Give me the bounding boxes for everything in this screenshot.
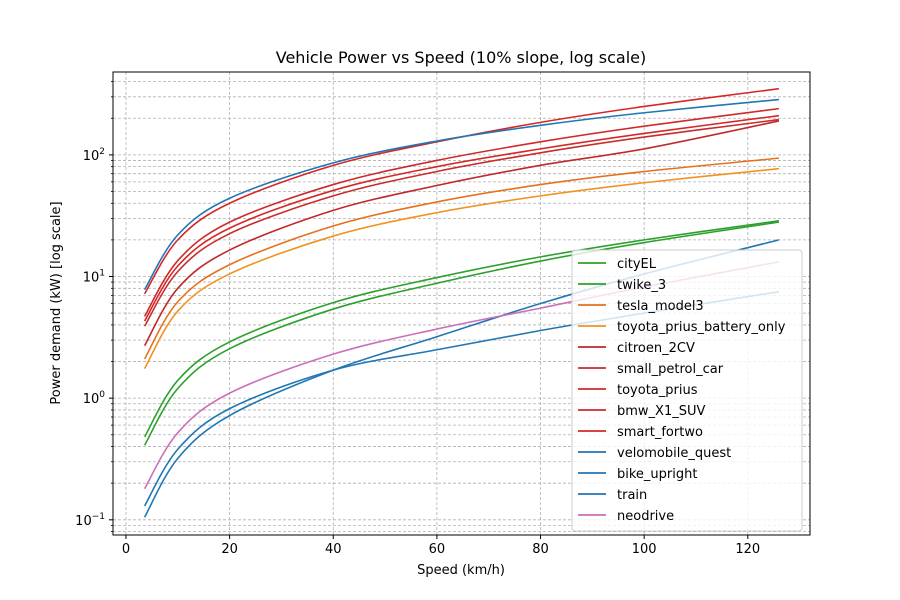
x-tick-label: 40 <box>325 542 342 557</box>
series-line-train <box>143 98 779 291</box>
x-tick-label: 100 <box>632 542 657 557</box>
x-axis-label: Speed (km/h) <box>417 563 505 578</box>
legend-label: neodrive <box>617 509 674 524</box>
legend-label: citroen_2CV <box>617 341 695 356</box>
legend-label: small_petrol_car <box>617 362 724 377</box>
x-tick-label: 80 <box>532 542 549 557</box>
x-axis-ticks: 0 20 40 60 80 100 120 <box>122 535 760 557</box>
series-line-smart-fortwo <box>143 87 780 295</box>
y-tick-label: 102 <box>83 147 105 164</box>
x-tick-label: 20 <box>221 542 238 557</box>
x-tick-label: 120 <box>735 542 760 557</box>
legend-label: bike_upright <box>617 467 697 482</box>
legend-label: bmw_X1_SUV <box>617 404 705 419</box>
legend-label: toyota_prius <box>617 383 698 398</box>
series-line-citroen-2cv <box>143 120 780 347</box>
series-line-tesla-model3 <box>143 157 779 360</box>
series-line-small-petrol-car <box>143 118 780 327</box>
legend-box <box>571 249 803 532</box>
legend-label: velomobile_quest <box>617 446 731 461</box>
legend: cityEL twike_3 tesla_model3 toyota_prius_ba… <box>571 249 803 532</box>
series-line-twike-3 <box>143 221 780 446</box>
y-axis-ticks: 10−1 100 101 102 <box>75 81 113 532</box>
series-line-cityel <box>143 220 780 438</box>
y-tick-label: 10−1 <box>75 512 105 529</box>
series-line-toyota-prius-battery-only <box>143 167 779 369</box>
legend-label: cityEL <box>617 257 657 272</box>
x-tick-label: 60 <box>429 542 446 557</box>
chart-title: Vehicle Power vs Speed (10% slope, log s… <box>276 48 646 67</box>
y-axis-label: Power demand (kW) [log scale] <box>49 201 64 404</box>
y-tick-label: 101 <box>83 269 105 286</box>
legend-label: twike_3 <box>617 278 666 293</box>
legend-label: tesla_model3 <box>617 299 704 314</box>
series-line-toyota-prius <box>143 114 780 322</box>
series-line-bmw-x1-suv <box>143 107 780 317</box>
legend-label: train <box>617 488 647 503</box>
legend-label: toyota_prius_battery_only <box>617 320 786 335</box>
y-tick-label: 100 <box>83 390 106 407</box>
legend-label: smart_fortwo <box>617 425 703 440</box>
x-tick-label: 0 <box>122 542 130 557</box>
